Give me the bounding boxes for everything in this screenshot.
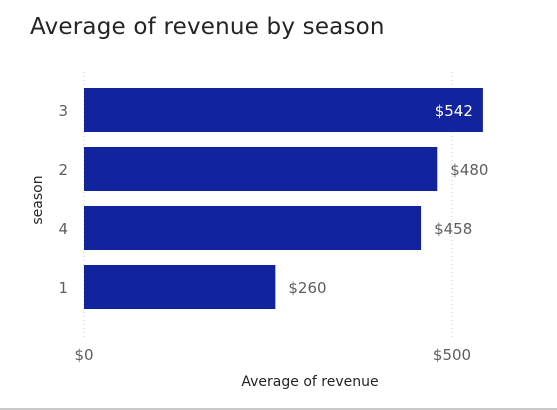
category-labels: 3 2 4 1 xyxy=(58,102,68,297)
x-tick-labels: $0 $500 xyxy=(74,346,471,364)
bar[interactable] xyxy=(84,147,438,191)
data-label: $458 xyxy=(434,220,472,238)
chart-title: Average of revenue by season xyxy=(30,14,385,40)
data-label: $260 xyxy=(288,279,326,297)
x-tick-label: $0 xyxy=(74,346,93,364)
category-label: 2 xyxy=(58,161,68,179)
bottom-border xyxy=(0,408,557,410)
category-label: 1 xyxy=(58,279,68,297)
bars xyxy=(84,88,483,309)
data-labels: $542 $480 $458 $260 xyxy=(288,102,488,297)
category-label: 3 xyxy=(58,102,68,120)
y-axis-title: season xyxy=(30,175,46,224)
bar[interactable] xyxy=(84,88,483,132)
x-axis-title: Average of revenue xyxy=(241,374,378,390)
category-label: 4 xyxy=(58,220,68,238)
bar[interactable] xyxy=(84,265,276,309)
x-tick-label: $500 xyxy=(433,346,471,364)
data-label: $542 xyxy=(435,102,473,120)
bar[interactable] xyxy=(84,206,422,250)
data-label: $480 xyxy=(450,161,488,179)
